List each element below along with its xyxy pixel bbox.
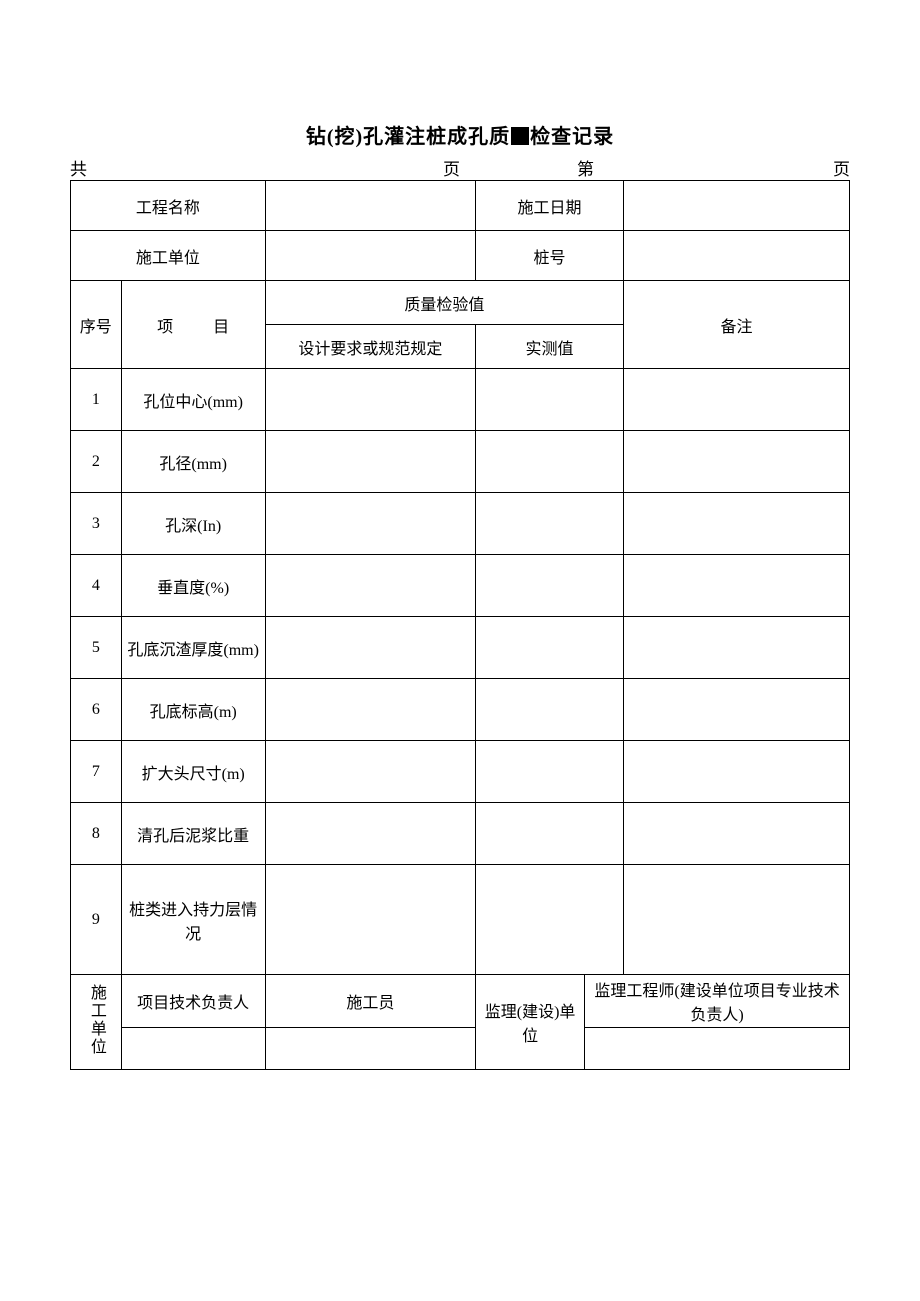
cell-no: 4 bbox=[71, 555, 122, 617]
signoff-supervise-unit: 监理(建设)单位 bbox=[476, 975, 585, 1070]
signoff-tech-lead-value bbox=[121, 1028, 265, 1070]
value-project-name bbox=[265, 181, 475, 231]
title-prefix: 钻(挖)孔灌注桩成孔质 bbox=[306, 126, 510, 148]
table-row: 9桩类进入持力层情况 bbox=[71, 865, 850, 975]
signoff-row-2 bbox=[71, 1028, 850, 1070]
cell-remark bbox=[624, 369, 850, 431]
pager-current-unit: 页 bbox=[833, 155, 850, 180]
cell-item: 孔深(In) bbox=[121, 493, 265, 555]
header-design: 设计要求或规范规定 bbox=[265, 325, 475, 369]
signoff-tech-lead-label: 项目技术负责人 bbox=[121, 975, 265, 1028]
cell-remark bbox=[624, 679, 850, 741]
document-title: 钻(挖)孔灌注桩成孔质检查记录 bbox=[70, 120, 850, 149]
cell-no: 2 bbox=[71, 431, 122, 493]
cell-design bbox=[265, 431, 475, 493]
header-remark: 备注 bbox=[624, 281, 850, 369]
info-row-contractor: 施工单位 桩号 bbox=[71, 231, 850, 281]
cell-no: 8 bbox=[71, 803, 122, 865]
header-quality: 质量检验值 bbox=[265, 281, 623, 325]
cell-measured bbox=[476, 741, 624, 803]
cell-item: 孔底标高(m) bbox=[121, 679, 265, 741]
cell-measured bbox=[476, 555, 624, 617]
cell-remark bbox=[624, 617, 850, 679]
cell-measured bbox=[476, 493, 624, 555]
cell-remark bbox=[624, 741, 850, 803]
info-row-project: 工程名称 施工日期 bbox=[71, 181, 850, 231]
signoff-worker-value bbox=[265, 1028, 475, 1070]
cell-item: 桩类进入持力层情况 bbox=[121, 865, 265, 975]
cell-remark bbox=[624, 431, 850, 493]
cell-design bbox=[265, 493, 475, 555]
header-seq: 序号 bbox=[71, 281, 122, 369]
title-suffix: 检查记录 bbox=[530, 126, 614, 148]
pager-total-label: 共 bbox=[70, 155, 87, 180]
pager-current-label: 第 bbox=[577, 155, 594, 180]
cell-item: 孔底沉渣厚度(mm) bbox=[121, 617, 265, 679]
cell-measured bbox=[476, 431, 624, 493]
inspection-table: 工程名称 施工日期 施工单位 桩号 序号 项目 质量检验值 备注 设计要求或规范… bbox=[70, 180, 850, 1070]
label-pile-no: 桩号 bbox=[476, 231, 624, 281]
cell-no: 6 bbox=[71, 679, 122, 741]
cell-design bbox=[265, 865, 475, 975]
table-row: 4垂直度(%) bbox=[71, 555, 850, 617]
signoff-engineer-value bbox=[585, 1028, 850, 1070]
cell-design bbox=[265, 369, 475, 431]
cell-design bbox=[265, 555, 475, 617]
pager-total-unit: 页 bbox=[443, 155, 460, 180]
value-pile-no bbox=[624, 231, 850, 281]
cell-measured bbox=[476, 803, 624, 865]
cell-item: 孔径(mm) bbox=[121, 431, 265, 493]
cell-item: 清孔后泥浆比重 bbox=[121, 803, 265, 865]
cell-item: 扩大头尺寸(m) bbox=[121, 741, 265, 803]
cell-measured bbox=[476, 617, 624, 679]
table-row: 3孔深(In) bbox=[71, 493, 850, 555]
cell-no: 1 bbox=[71, 369, 122, 431]
label-project-name: 工程名称 bbox=[71, 181, 266, 231]
cell-measured bbox=[476, 679, 624, 741]
cell-remark bbox=[624, 493, 850, 555]
cell-no: 7 bbox=[71, 741, 122, 803]
signoff-contractor-unit: 施工单位 bbox=[71, 975, 122, 1070]
header-item: 项目 bbox=[121, 281, 265, 369]
signoff-worker-label: 施工员 bbox=[265, 975, 475, 1028]
cell-design bbox=[265, 679, 475, 741]
cell-item: 孔位中心(mm) bbox=[121, 369, 265, 431]
signoff-row-1: 施工单位 项目技术负责人 施工员 监理(建设)单位 监理工程师(建设单位项目专业… bbox=[71, 975, 850, 1028]
cell-design bbox=[265, 803, 475, 865]
value-contractor bbox=[265, 231, 475, 281]
cell-remark bbox=[624, 803, 850, 865]
label-contractor: 施工单位 bbox=[71, 231, 266, 281]
cell-no: 5 bbox=[71, 617, 122, 679]
cell-no: 9 bbox=[71, 865, 122, 975]
table-row: 5孔底沉渣厚度(mm) bbox=[71, 617, 850, 679]
cell-item: 垂直度(%) bbox=[121, 555, 265, 617]
table-row: 6孔底标高(m) bbox=[71, 679, 850, 741]
signoff-engineer-label: 监理工程师(建设单位项目专业技术负责人) bbox=[585, 975, 850, 1028]
table-row: 7扩大头尺寸(m) bbox=[71, 741, 850, 803]
table-row: 8清孔后泥浆比重 bbox=[71, 803, 850, 865]
cell-measured bbox=[476, 865, 624, 975]
table-row: 1孔位中心(mm) bbox=[71, 369, 850, 431]
cell-measured bbox=[476, 369, 624, 431]
title-block-glyph bbox=[511, 127, 529, 145]
cell-design bbox=[265, 741, 475, 803]
cell-design bbox=[265, 617, 475, 679]
cell-no: 3 bbox=[71, 493, 122, 555]
pager-line: 共 页 第 页 bbox=[70, 155, 850, 180]
table-row: 2孔径(mm) bbox=[71, 431, 850, 493]
header-measured: 实测值 bbox=[476, 325, 624, 369]
label-date: 施工日期 bbox=[476, 181, 624, 231]
header-row-1: 序号 项目 质量检验值 备注 bbox=[71, 281, 850, 325]
cell-remark bbox=[624, 555, 850, 617]
value-date bbox=[624, 181, 850, 231]
cell-remark bbox=[624, 865, 850, 975]
